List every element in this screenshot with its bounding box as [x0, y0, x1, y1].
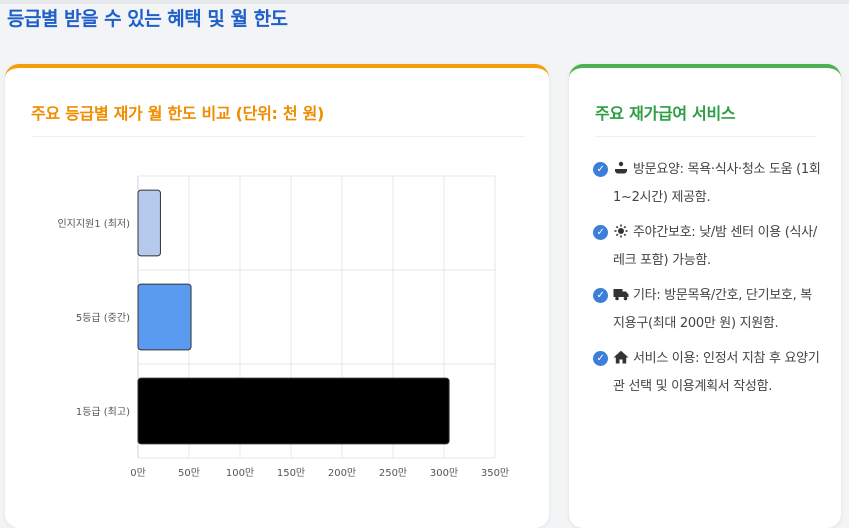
- service-item: ✓ 주야간보호: 낮/밤 센터 이용 (식사/레크 포함) 가능함.: [593, 219, 823, 275]
- service-item-text: 주야간보호: 낮/밤 센터 이용 (식사/레크 포함) 가능함.: [613, 225, 817, 268]
- bath-icon: [615, 161, 627, 174]
- y-tick-label: 5등급 (중간): [76, 312, 130, 324]
- service-item: ✓ 방문요양: 목욕·식사·청소 도움 (1회 1~2시간) 제공함.: [593, 156, 823, 212]
- services-list: ✓ 방문요양: 목욕·식사·청소 도움 (1회 1~2시간) 제공함. ✓ 주야…: [593, 156, 823, 408]
- x-tick-label: 150만: [277, 467, 305, 479]
- check-circle-icon: ✓: [593, 351, 608, 366]
- services-card-title: 주요 재가급여 서비스: [595, 104, 736, 123]
- chart-card-divider: [31, 136, 525, 137]
- service-item: ✓ 기타: 방문목욕/간호, 단기보호, 복지용구(최대 200만 원) 지원함…: [593, 282, 823, 338]
- bar: [137, 377, 450, 445]
- x-tick-label: 0만: [130, 467, 146, 479]
- x-tick-label: 50만: [178, 467, 200, 479]
- bar: [137, 189, 161, 257]
- bar-chart-svg: 0만 50만 100만 150만 200만 250만 300만 350만 인지지원1 (최저) 5…: [57, 175, 509, 479]
- top-border: [0, 0, 849, 4]
- chart-card: 주요 등급별 재가 월 한도 비교 (단위: 천 원) 0만 50만 100만 150…: [5, 64, 549, 528]
- x-tick-label: 250만: [379, 467, 407, 479]
- truck-icon: [613, 289, 629, 301]
- sun-icon: [614, 224, 628, 238]
- x-tick-label: 100만: [226, 467, 254, 479]
- section-title: 등급별 받을 수 있는 혜택 및 월 한도: [7, 8, 288, 30]
- check-circle-icon: ✓: [593, 225, 608, 240]
- y-tick-label: 1등급 (최고): [76, 406, 130, 418]
- service-item: ✓ 서비스 이용: 인정서 지참 후 요양기관 선택 및 이용계획서 작성함.: [593, 345, 823, 401]
- bar: [137, 283, 192, 351]
- x-tick-label: 300만: [430, 467, 458, 479]
- check-circle-icon: ✓: [593, 162, 608, 177]
- x-tick-label: 350만: [481, 467, 509, 479]
- check-circle-icon: ✓: [593, 288, 608, 303]
- services-card-divider: [595, 136, 817, 137]
- x-tick-label: 200만: [328, 467, 356, 479]
- home-icon: [613, 350, 629, 364]
- service-item-text: 기타: 방문목욕/간호, 단기보호, 복지용구(최대 200만 원) 지원함.: [613, 288, 812, 331]
- chart-card-title: 주요 등급별 재가 월 한도 비교 (단위: 천 원): [31, 104, 325, 123]
- y-tick-label: 인지지원1 (최저): [57, 218, 130, 230]
- service-item-text: 방문요양: 목욕·식사·청소 도움 (1회 1~2시간) 제공함.: [613, 162, 821, 205]
- services-card: 주요 재가급여 서비스 ✓ 방문요양: 목욕·식사·청소 도움 (1회 1~2시…: [569, 64, 841, 528]
- service-item-text: 서비스 이용: 인정서 지참 후 요양기관 선택 및 이용계획서 작성함.: [613, 351, 820, 394]
